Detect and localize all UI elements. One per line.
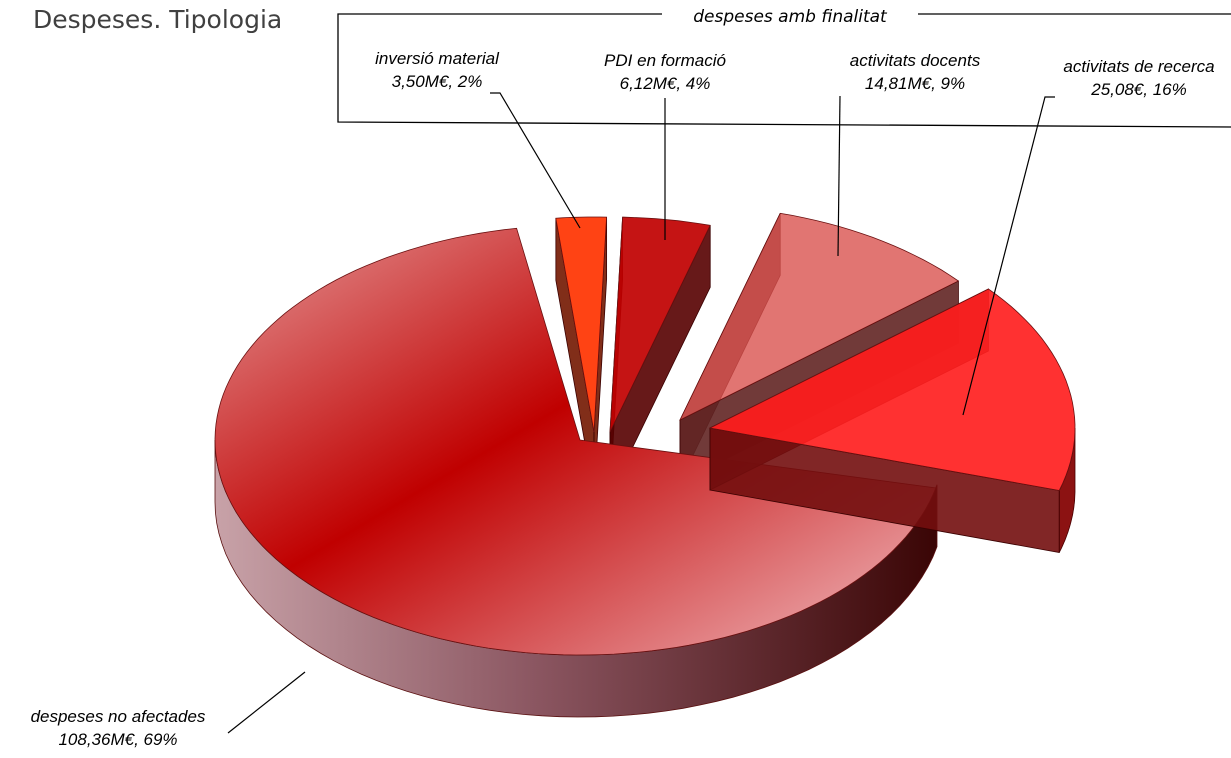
slice-label-value: 3,50M€, 2% [392, 72, 483, 91]
slice-top [609, 216, 711, 433]
pie-slice-2 [609, 216, 711, 495]
slice-label-value: 6,12M€, 4% [620, 74, 711, 93]
slice-label-name: inversió material [375, 49, 500, 68]
group-label: despeses amb finalitat [693, 7, 888, 27]
slice-label-value: 14,81M€, 9% [865, 74, 965, 93]
slice-labels: despeses no afectades 108,36M€, 69% invers… [31, 49, 1215, 749]
slice-label-value: 25,08€, 16% [1090, 80, 1186, 99]
slice-top [555, 216, 608, 433]
slice-top [214, 227, 937, 656]
pie-slice-0 [214, 227, 938, 718]
leader-line-3 [837, 95, 841, 257]
slice-label-value: 108,36M€, 69% [58, 730, 177, 749]
slice-label-name: PDI en formació [604, 51, 726, 70]
pie-slices [214, 212, 1076, 718]
pie-slice-1 [555, 216, 608, 495]
chart-title: Despeses. Tipologia [33, 5, 282, 34]
leader-line-4 [962, 96, 1055, 416]
slice-label-name: activitats de recerca [1063, 57, 1214, 76]
slice-label-name: activitats docents [850, 51, 981, 70]
group-bracket [337, 13, 1231, 128]
leader-line-0 [227, 671, 306, 734]
slice-top [708, 288, 1076, 491]
leader-lines [227, 92, 1055, 734]
slice-label-name: despeses no afectades [31, 707, 206, 726]
leader-line-1 [490, 92, 581, 229]
slice-top [679, 212, 960, 421]
pie-slice-4 [708, 288, 1076, 553]
